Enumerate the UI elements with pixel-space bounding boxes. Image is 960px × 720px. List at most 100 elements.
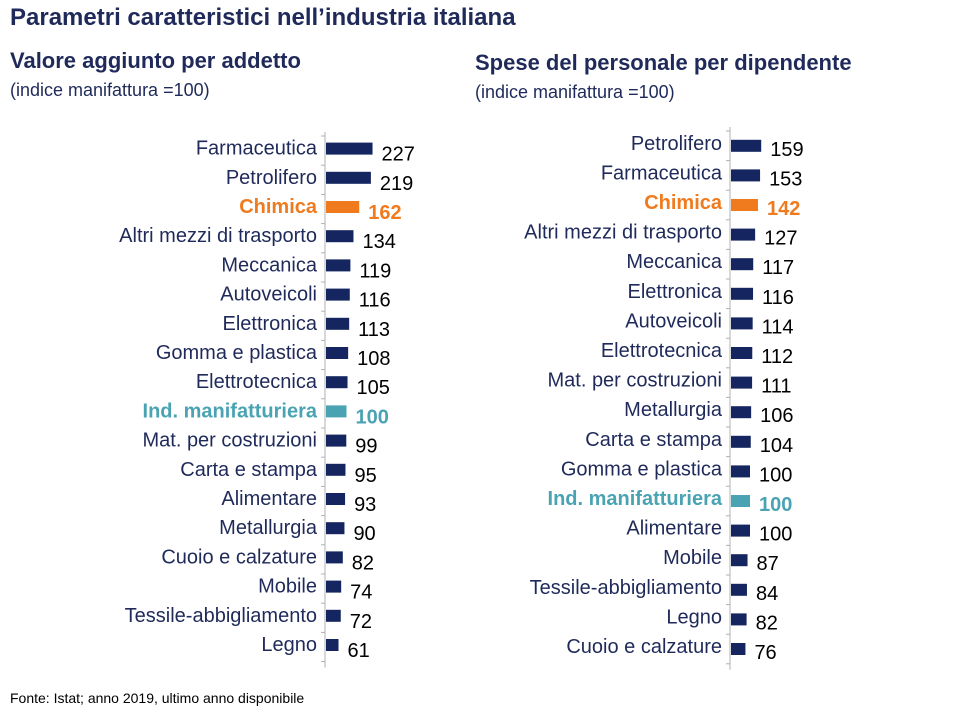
bar (731, 435, 751, 448)
value-label: 99 (355, 436, 377, 458)
category-label: Petrolifero (226, 167, 317, 189)
bar (326, 288, 350, 301)
value-label: 127 (764, 228, 797, 250)
bar (326, 376, 348, 389)
value-label: 93 (354, 494, 376, 516)
source-note: Fonte: Istat; anno 2019, ultimo anno dis… (10, 690, 305, 706)
category-label: Farmaceutica (601, 162, 723, 184)
bar (731, 643, 746, 655)
category-label: Cuoio e calzature (566, 636, 722, 658)
bar (326, 347, 349, 359)
value-label: 105 (357, 377, 390, 399)
bar (731, 465, 750, 478)
category-label: Mat. per costruzioni (142, 430, 317, 452)
category-label: Altri mezzi di trasporto (524, 222, 722, 244)
value-label: 100 (759, 494, 792, 516)
category-label: Tessile-abbigliamento (125, 605, 317, 627)
category-label: Meccanica (626, 251, 722, 273)
category-label: Ind. manifatturiera (548, 488, 723, 510)
value-label: 84 (756, 583, 778, 605)
bar (326, 142, 373, 155)
value-label: 74 (350, 582, 372, 604)
category-label: Mobile (258, 576, 317, 598)
value-label: 87 (757, 553, 779, 575)
category-label: Legno (261, 634, 317, 656)
value-label: 112 (761, 346, 793, 368)
value-label: 100 (356, 406, 389, 428)
category-label: Autoveicoli (220, 284, 317, 306)
category-label: Legno (666, 606, 722, 628)
value-label: 153 (769, 168, 802, 190)
category-label: Gomma e plastica (561, 458, 723, 480)
value-label: 116 (762, 287, 794, 309)
bar (326, 201, 360, 213)
category-label: Carta e stampa (180, 459, 318, 481)
category-label: Metallurgia (219, 517, 318, 539)
value-label: 76 (754, 642, 776, 664)
category-label: Farmaceutica (196, 138, 318, 160)
bar (326, 171, 371, 184)
category-label: Elettrotecnica (601, 340, 723, 362)
category-label: Alimentare (626, 518, 722, 540)
bar (731, 554, 748, 567)
bar (731, 258, 754, 271)
bar (326, 434, 347, 447)
bar (326, 609, 341, 622)
value-label: 100 (759, 464, 792, 486)
category-label: Carta e stampa (585, 429, 723, 451)
bar (326, 259, 351, 272)
category-label: Chimica (239, 196, 318, 218)
category-label: Tessile-abbigliamento (530, 577, 722, 599)
chart-spese-personale: Petrolifero 159 Farmaceutica 153 Chimica 142 A… (524, 127, 804, 670)
bar (326, 317, 350, 330)
bar (326, 493, 346, 505)
category-label: Gomma e plastica (156, 342, 318, 364)
value-label: 117 (762, 257, 794, 279)
value-label: 100 (759, 524, 792, 546)
chart-1-title: Valore aggiunto per addetto (10, 48, 301, 73)
bar (326, 580, 342, 593)
category-label: Meccanica (221, 254, 317, 276)
category-label: Alimentare (221, 488, 317, 510)
category-label: Elettrotecnica (196, 371, 318, 393)
bar (731, 524, 750, 537)
value-label: 114 (762, 316, 794, 338)
value-label: 142 (767, 198, 800, 220)
bar (326, 405, 347, 418)
category-label: Petrolifero (631, 133, 722, 155)
value-label: 113 (358, 319, 390, 341)
category-label: Chimica (644, 192, 723, 214)
bar (731, 139, 762, 152)
category-label: Elettronica (223, 313, 318, 335)
category-label: Ind. manifatturiera (143, 400, 318, 422)
bar (731, 613, 747, 626)
bar (326, 230, 354, 243)
bar (731, 495, 750, 507)
bar (731, 199, 758, 211)
value-label: 108 (357, 348, 390, 370)
value-label: 111 (761, 376, 791, 398)
category-label: Autoveicoli (625, 310, 722, 332)
bar (731, 228, 756, 241)
value-label: 227 (382, 144, 415, 166)
value-label: 162 (368, 202, 401, 224)
bar (731, 169, 761, 182)
value-label: 159 (770, 139, 803, 161)
value-label: 90 (353, 523, 375, 545)
chart-2-title: Spese del personale per dipendente (475, 50, 852, 75)
category-label: Cuoio e calzature (161, 546, 317, 568)
chart-2-subtitle: (indice manifattura =100) (475, 82, 675, 102)
bar (326, 463, 346, 476)
chart-valore-aggiunto: Farmaceutica 227 Petrolifero 219 Chimica 162 A… (119, 132, 415, 668)
bar (731, 347, 753, 359)
category-label: Altri mezzi di trasporto (119, 225, 317, 247)
value-label: 134 (362, 231, 395, 253)
bar (326, 522, 345, 535)
value-label: 72 (350, 611, 372, 633)
value-label: 82 (352, 552, 374, 574)
bar (326, 639, 339, 651)
bar (731, 583, 747, 596)
value-label: 116 (359, 290, 391, 312)
value-label: 82 (756, 612, 778, 634)
value-label: 104 (760, 435, 793, 457)
